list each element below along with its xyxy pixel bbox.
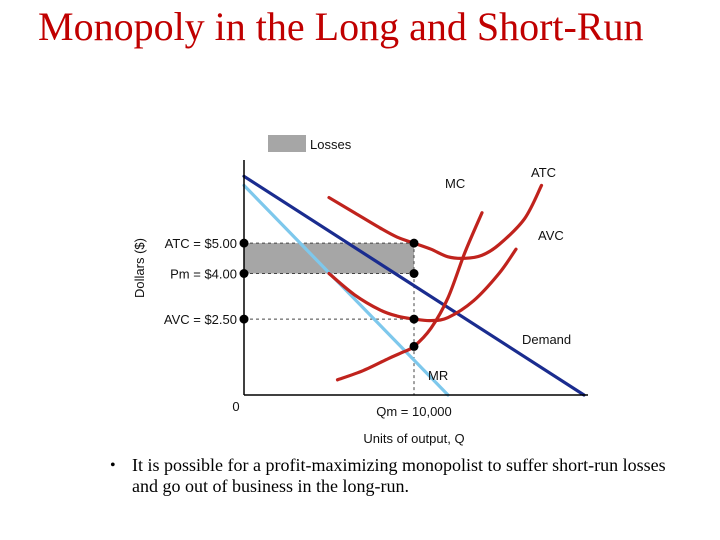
series-label-avc: AVC (538, 228, 564, 243)
bullet-text: It is possible for a profit-maximizing m… (132, 455, 666, 496)
qm-point (409, 269, 419, 278)
bullet-dot: • (110, 457, 116, 474)
qm-label: Qm = 10,000 (376, 404, 452, 419)
axis-point-atc (239, 238, 249, 248)
legend-swatch (268, 135, 306, 152)
series-label-mc: MC (445, 176, 465, 191)
qm-point (409, 238, 419, 248)
x-axis-label: Units of output, Q (363, 431, 464, 446)
tick-label-pm: Pm = $4.00 (170, 267, 237, 282)
tick-label-atc: ATC = $5.00 (165, 236, 237, 251)
series-atc-curve (327, 183, 544, 260)
tick-label-avc: AVC = $2.50 (164, 312, 237, 327)
series-label-demand: Demand (522, 332, 571, 347)
qm-point (409, 341, 419, 351)
legend-label: Losses (310, 137, 352, 152)
origin-label: 0 (232, 399, 239, 414)
qm-point (409, 314, 419, 324)
axis-point-pm (239, 269, 249, 278)
series-avc-curve (327, 247, 518, 323)
series-label-mr: MR (428, 368, 448, 383)
slide-title: Monopoly in the Long and Short-Run (38, 4, 644, 49)
y-axis-label: Dollars ($) (132, 238, 147, 298)
series-mr-curve (242, 183, 450, 397)
series-demand-curve (242, 174, 586, 397)
series-label-atc: ATC (531, 165, 556, 180)
bullet-point: • It is possible for a profit-maximizing… (110, 455, 690, 497)
axis-point-avc (239, 314, 249, 324)
